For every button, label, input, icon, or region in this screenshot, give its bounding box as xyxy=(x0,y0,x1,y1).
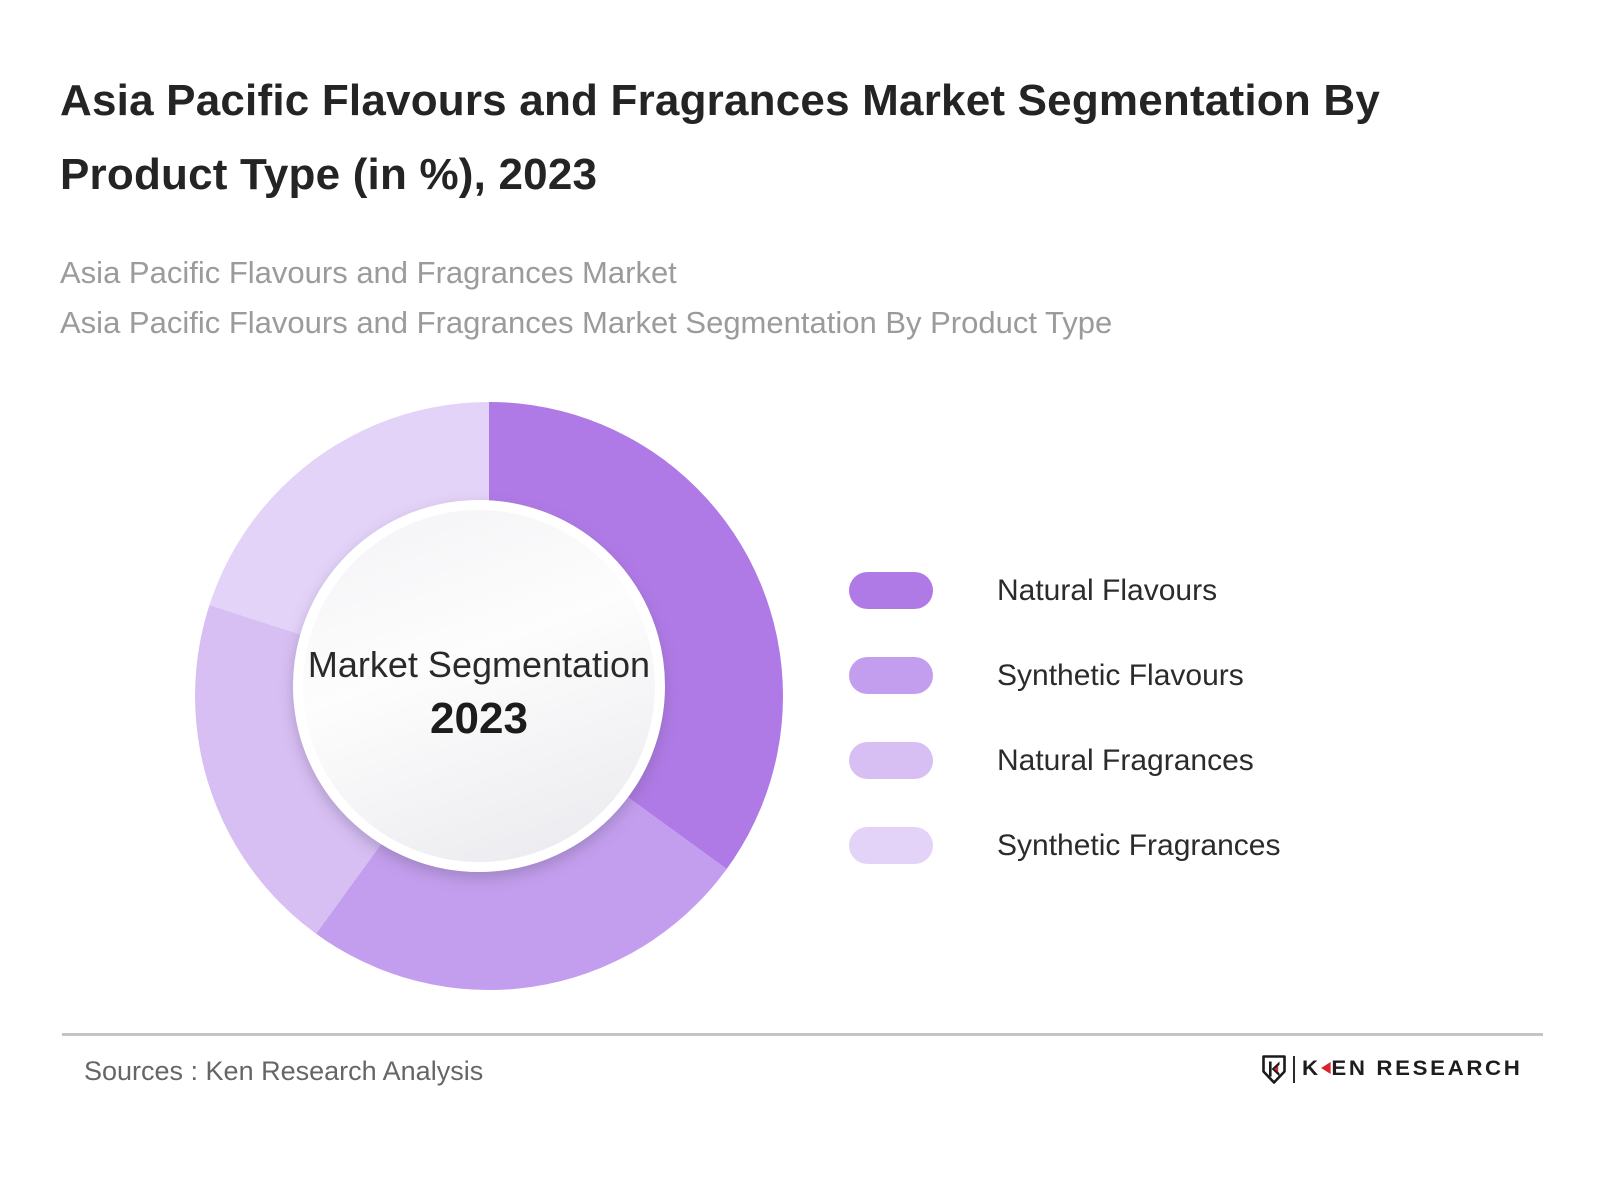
logo-red-arrow-icon xyxy=(1320,1062,1331,1074)
donut-center: Market Segmentation 2023 xyxy=(293,500,665,872)
ken-research-shield-icon xyxy=(1262,1054,1286,1084)
legend-item-natural-fragrances: Natural Fragrances xyxy=(849,742,1280,779)
page-subtitle-line-2: Asia Pacific Flavours and Fragrances Mar… xyxy=(60,305,1113,340)
legend-swatch-natural-flavours xyxy=(849,572,933,609)
logo-separator xyxy=(1292,1055,1295,1083)
chart-legend: Natural Flavours Synthetic Flavours Natu… xyxy=(849,572,1280,912)
page-title: Asia Pacific Flavours and Fragrances Mar… xyxy=(60,64,1550,212)
donut-center-label: Market Segmentation xyxy=(307,644,651,685)
legend-label-natural-flavours: Natural Flavours xyxy=(997,573,1218,607)
legend-swatch-natural-fragrances xyxy=(849,742,933,779)
brand-name: K EN RESEARCH xyxy=(1301,1057,1523,1080)
footer-divider xyxy=(62,1033,1543,1036)
page-title-line-1: Asia Pacific Flavours and Fragrances Mar… xyxy=(60,76,1381,125)
page-title-line-2: Product Type (in %), 2023 xyxy=(60,150,598,199)
page-subtitle-line-1: Asia Pacific Flavours and Fragrances Mar… xyxy=(60,255,677,290)
legend-item-synthetic-flavours: Synthetic Flavours xyxy=(849,657,1280,694)
page-subtitle: Asia Pacific Flavours and Fragrances Mar… xyxy=(60,248,1460,348)
legend-label-natural-fragrances: Natural Fragrances xyxy=(997,743,1254,777)
legend-swatch-synthetic-flavours xyxy=(849,657,933,694)
legend-label-synthetic-fragrances: Synthetic Fragrances xyxy=(997,828,1281,862)
donut-center-year: 2023 xyxy=(430,694,528,743)
donut-center-text: Market Segmentation 2023 xyxy=(308,643,650,747)
donut-chart: Market Segmentation 2023 xyxy=(195,402,783,990)
legend-item-natural-flavours: Natural Flavours xyxy=(849,572,1280,609)
legend-swatch-synthetic-fragrances xyxy=(849,827,933,864)
sources-note: Sources : Ken Research Analysis xyxy=(84,1056,484,1086)
legend-label-synthetic-flavours: Synthetic Flavours xyxy=(997,658,1244,692)
legend-item-synthetic-fragrances: Synthetic Fragrances xyxy=(849,827,1280,864)
ken-research-logo: K EN RESEARCH xyxy=(1261,1052,1520,1086)
